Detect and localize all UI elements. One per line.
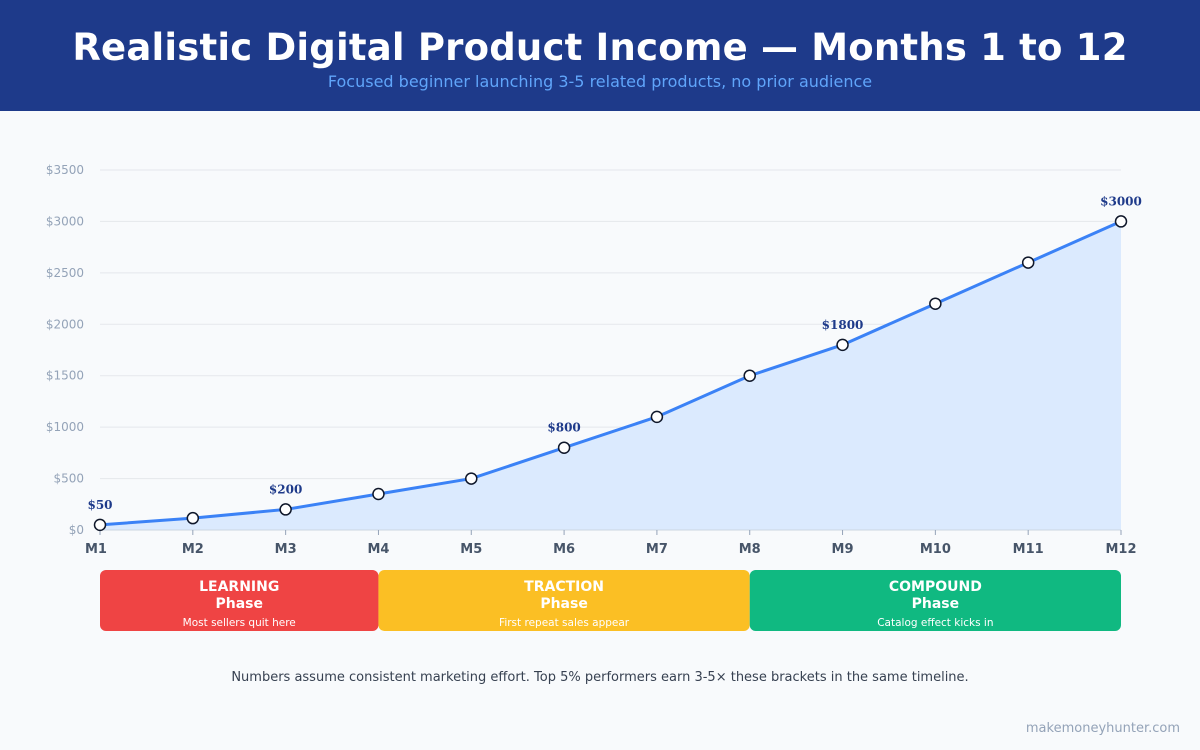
- phase-name: LEARNING: [199, 579, 279, 595]
- x-tick-label: M11: [1013, 542, 1044, 557]
- footnote: Numbers assume consistent marketing effo…: [231, 670, 969, 685]
- x-tick-label: M5: [460, 542, 482, 557]
- page-subtitle: Focused beginner launching 3-5 related p…: [327, 72, 873, 91]
- x-tick-label: M10: [920, 542, 951, 557]
- y-tick-label: $2500: [46, 266, 84, 280]
- data-point-M10: [929, 297, 942, 310]
- data-point-M12: [1114, 215, 1128, 228]
- data-label: $1800: [822, 318, 864, 332]
- y-tick-label: $1500: [46, 369, 84, 383]
- phase-note: Catalog effect kicks in: [877, 617, 993, 629]
- phase-label: Phase: [215, 596, 263, 612]
- phase-label: Phase: [540, 596, 588, 612]
- data-label: $800: [547, 421, 580, 435]
- phase-name: TRACTION: [524, 579, 604, 595]
- page-title: Realistic Digital Product Income — Month…: [72, 26, 1128, 69]
- data-point-M11: [1021, 256, 1035, 269]
- x-tick-label: M7: [646, 542, 668, 557]
- data-point-M5: [465, 472, 478, 485]
- y-tick-label: $1000: [46, 420, 84, 434]
- y-tick-label: $0: [69, 523, 84, 537]
- phase-note: Most sellers quit here: [183, 617, 296, 629]
- phase-band-traction: [378, 570, 750, 631]
- header-banner: Realistic Digital Product Income — Month…: [0, 0, 1200, 111]
- x-tick-label: M12: [1105, 542, 1136, 557]
- x-tick-label: M8: [739, 542, 761, 557]
- y-tick-label: $500: [53, 472, 84, 486]
- phase-band-learning: [100, 570, 379, 631]
- data-label: $200: [269, 482, 302, 496]
- x-tick-label: M9: [832, 542, 854, 557]
- phase-label: Phase: [912, 596, 960, 612]
- y-tick-label: $3500: [46, 163, 84, 177]
- x-tick-label: M6: [553, 542, 575, 557]
- y-tick-label: $2000: [46, 317, 84, 331]
- data-label: $50: [87, 498, 112, 512]
- x-tick-label: M4: [367, 542, 389, 557]
- data-point-M9: [836, 338, 849, 352]
- data-point-M4: [372, 487, 385, 501]
- data-point-M1: [93, 518, 107, 532]
- data-point-M7: [650, 410, 664, 424]
- x-tick-label: M2: [182, 542, 204, 557]
- phase-band-compound: [749, 570, 1121, 631]
- x-tick-label: M1: [85, 542, 107, 557]
- data-point-M6: [557, 441, 571, 454]
- data-label: $3000: [1100, 194, 1142, 208]
- watermark: makemoneyhunter.com: [1025, 721, 1180, 736]
- y-tick-label: $3000: [46, 214, 84, 228]
- data-point-M8: [743, 369, 756, 382]
- series-line: [99, 220, 1122, 527]
- x-tick-label: M3: [275, 542, 297, 557]
- data-point-M3: [279, 503, 292, 516]
- phase-note: First repeat sales appear: [499, 617, 630, 629]
- area-fill: [100, 221, 1121, 530]
- data-point-M2: [186, 511, 200, 525]
- phase-name: COMPOUND: [889, 579, 982, 595]
